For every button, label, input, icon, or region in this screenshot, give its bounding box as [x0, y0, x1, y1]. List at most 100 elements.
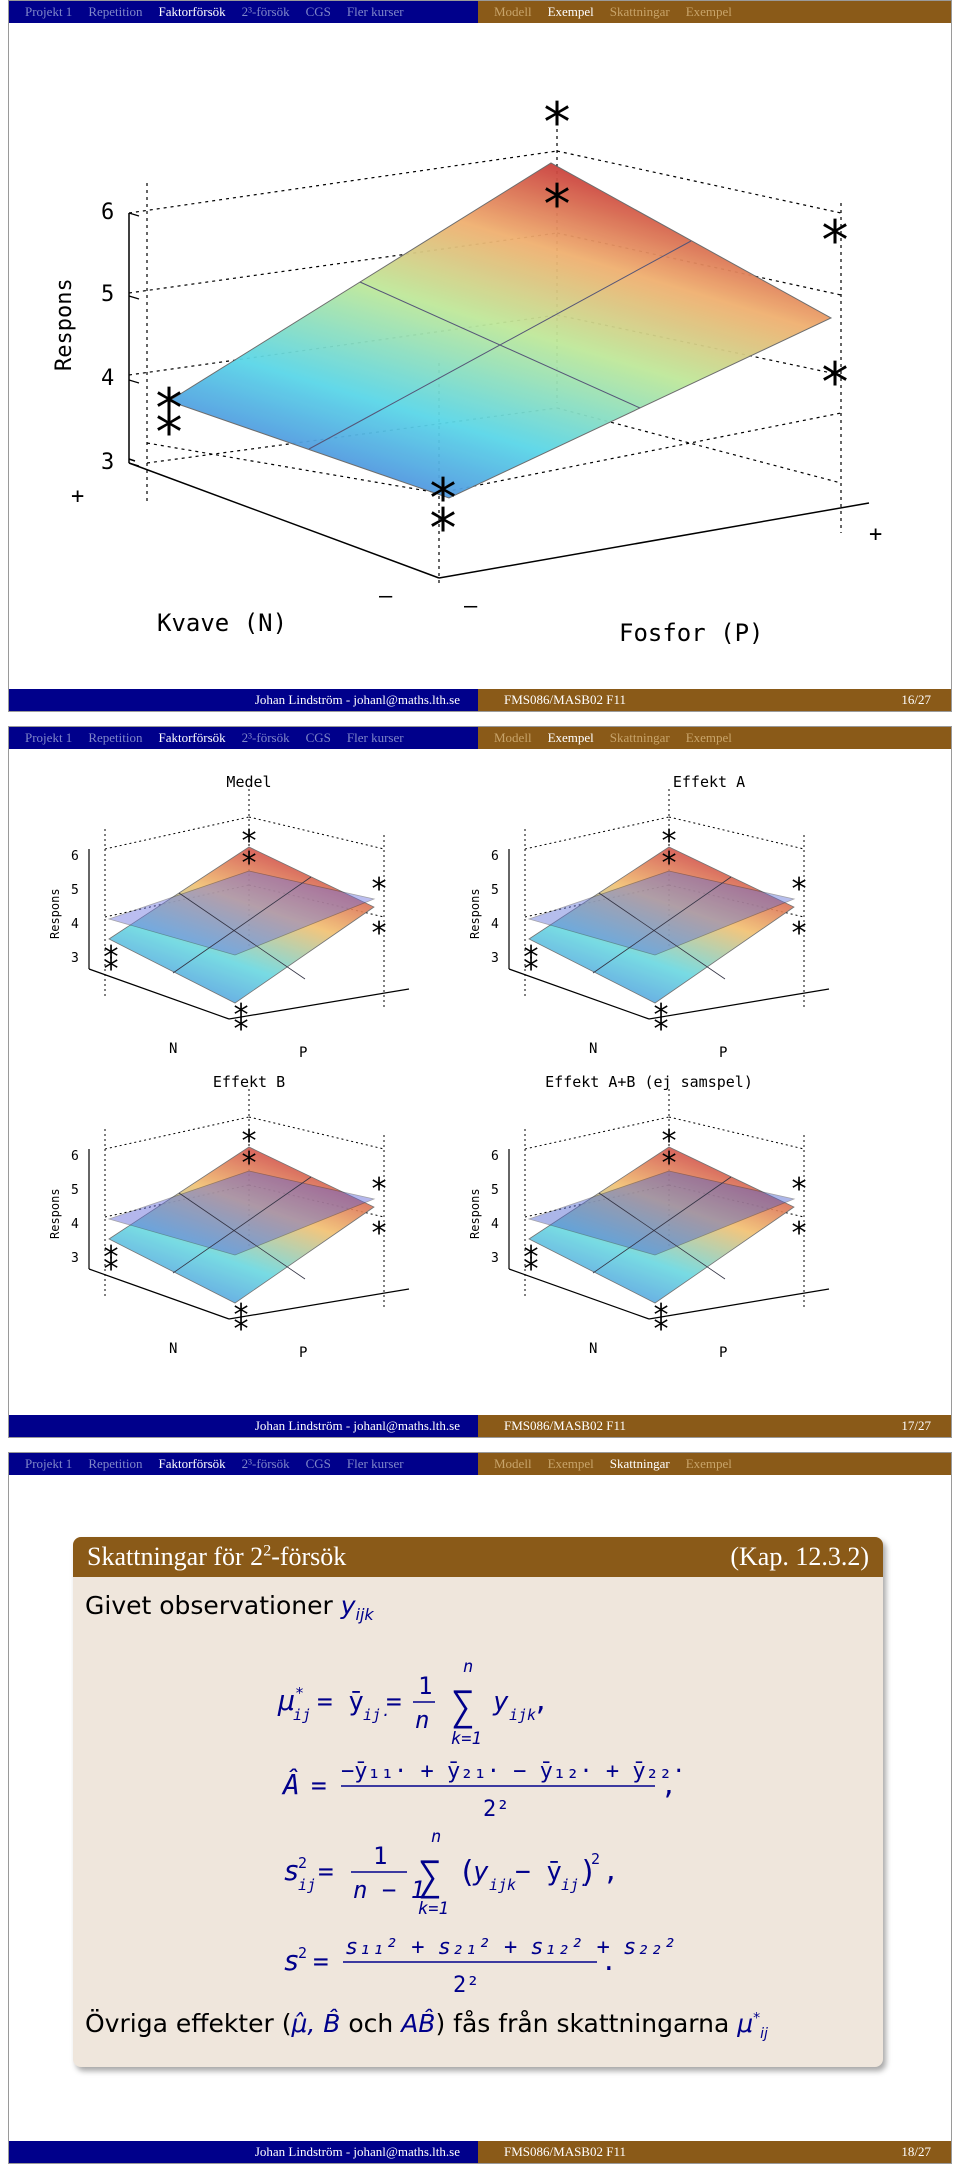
nav-fler-kurser[interactable]: Fler kurser	[346, 1456, 404, 1471]
svg-text:(: (	[458, 1855, 476, 1890]
y-axis-label: Respons	[468, 888, 482, 939]
nav-repetition[interactable]: Repetition	[88, 1456, 143, 1471]
nav-projekt[interactable]: Projekt 1	[25, 730, 73, 745]
p-axis-label: P	[719, 1045, 727, 1061]
svg-text:): )	[579, 1855, 597, 1890]
data-point-marker: *	[522, 1252, 540, 1287]
ytick-4: 4	[101, 366, 114, 391]
data-points: * * * * * * * *	[153, 91, 852, 560]
nav-repetition[interactable]: Repetition	[88, 730, 143, 745]
block-title: Skattningar för 2	[87, 1542, 264, 1571]
nav-cgs[interactable]: CGS	[305, 1456, 331, 1471]
svg-text:.: .	[601, 1947, 617, 1977]
slide-18: Projekt 1 Repetition Faktorförsök 2³-för…	[8, 1452, 952, 2164]
data-point-marker: *	[790, 1216, 808, 1251]
svg-text:=: =	[311, 1771, 327, 1801]
nav-modell[interactable]: Modell	[494, 1456, 532, 1471]
ytick-5: 5	[101, 282, 114, 307]
z-axis-label: Fosfor (P)	[619, 619, 764, 647]
y-axis-label: Respons	[48, 888, 62, 939]
data-point-marker: *	[652, 998, 670, 1033]
panel-title-effekt-a: Effekt A	[673, 773, 745, 791]
nav-exempel-2[interactable]: Exempel	[685, 730, 732, 745]
svg-text:2: 2	[298, 1944, 307, 1962]
svg-text:ijk: ijk	[509, 1706, 536, 1724]
svg-text:∑: ∑	[451, 1684, 475, 1730]
nav-fler-kurser[interactable]: Fler kurser	[346, 4, 404, 19]
nav-projekt[interactable]: Projekt 1	[25, 4, 73, 19]
svg-text:*: *	[153, 377, 186, 440]
p-axis-label: P	[299, 1045, 307, 1061]
svg-text:2: 2	[298, 1854, 307, 1872]
nav-faktorforsok[interactable]: Faktorförsök	[158, 730, 226, 745]
data-point-marker: *	[102, 940, 120, 975]
nav-exempel-2[interactable]: Exempel	[685, 4, 732, 19]
data-point-marker: *	[660, 1146, 678, 1181]
page-number: 17/27	[901, 1418, 931, 1433]
nav-exempel[interactable]: Exempel	[547, 1456, 594, 1471]
svg-text:s₁₁² + s₂₁² + s₁₂² + s₂₂²: s₁₁² + s₂₁² + s₁₂² + s₂₂²	[345, 1935, 676, 1960]
data-point-marker: *	[370, 1216, 388, 1251]
x-axis-label: Kvave (N)	[157, 609, 287, 637]
ytick: 3	[491, 1251, 499, 1266]
svg-text:s: s	[283, 1854, 300, 1887]
footer-author: Johan Lindström - johanl@maths.lth.se	[254, 692, 460, 707]
svg-text:ij: ij	[293, 1706, 311, 1724]
data-point-marker: *	[652, 1298, 670, 1333]
ytick: 3	[491, 951, 499, 966]
footer: Johan Lindström - johanl@maths.lth.se FM…	[9, 2141, 951, 2163]
svg-text:n: n	[463, 1657, 473, 1677]
data-point-marker: *	[660, 846, 678, 881]
ytick: 4	[71, 1217, 79, 1232]
nav-2-3-forsok[interactable]: 2³-försök	[241, 4, 290, 19]
data-point-marker: *	[522, 952, 540, 987]
panel-title-effekt-ab: Effekt A+B (ej samspel)	[545, 1073, 753, 1091]
svg-text:2: 2	[591, 1850, 600, 1868]
svg-text:*: *	[819, 351, 852, 414]
data-point-marker: *	[652, 1012, 670, 1047]
nav-exempel[interactable]: Exempel	[547, 4, 594, 19]
nav-faktorforsok[interactable]: Faktorförsök	[158, 1456, 226, 1471]
footer-course: FMS086/MASB02 F11	[504, 2144, 626, 2159]
nav-cgs[interactable]: CGS	[305, 730, 331, 745]
svg-text:*: *	[819, 209, 852, 272]
nav-skattningar[interactable]: Skattningar	[609, 730, 670, 745]
data-point-marker: *	[660, 1124, 678, 1159]
nav-2-3-forsok[interactable]: 2³-försök	[241, 730, 290, 745]
nav-modell[interactable]: Modell	[494, 730, 532, 745]
nav-skattningar[interactable]: Skattningar	[609, 1456, 670, 1471]
nav-projekt[interactable]: Projekt 1	[25, 1456, 73, 1471]
nav-modell[interactable]: Modell	[494, 4, 532, 19]
nav-fler-kurser[interactable]: Fler kurser	[346, 730, 404, 745]
data-point-marker: *	[790, 872, 808, 907]
nav-exempel-2[interactable]: Exempel	[685, 1456, 732, 1471]
nav-repetition[interactable]: Repetition	[88, 4, 143, 19]
svg-text:=: =	[386, 1687, 402, 1717]
svg-text:*: *	[427, 467, 460, 530]
data-point-marker: *	[652, 1312, 670, 1347]
minus-marker: –	[379, 584, 393, 609]
svg-text:Â: Â	[281, 1767, 300, 1801]
ytick: 3	[71, 951, 79, 966]
ytick: 4	[491, 1217, 499, 1232]
nav-2-3-forsok[interactable]: 2³-försök	[241, 1456, 290, 1471]
n-axis-label: N	[169, 1041, 177, 1057]
nav-cgs[interactable]: CGS	[305, 4, 331, 19]
panel-title-medel: Medel	[226, 773, 271, 791]
nav-bar: Projekt 1 Repetition Faktorförsök 2³-för…	[9, 1453, 951, 1475]
block-header: Skattningar för 22-försök (Kap. 12.3.2)	[73, 1537, 883, 1577]
nav-exempel[interactable]: Exempel	[547, 730, 594, 745]
svg-text:− ȳ: − ȳ	[515, 1857, 562, 1887]
nav-skattningar[interactable]: Skattningar	[609, 4, 670, 19]
ytick: 3	[71, 1251, 79, 1266]
data-point-marker: *	[102, 1240, 120, 1275]
footer-author: Johan Lindström - johanl@maths.lth.se	[254, 1418, 460, 1433]
data-point-marker: *	[102, 952, 120, 987]
nav-faktorforsok[interactable]: Faktorförsök	[158, 4, 226, 19]
ytick: 5	[71, 1183, 79, 1198]
svg-text:2²: 2²	[483, 1797, 510, 1822]
svg-text:n: n	[415, 1706, 429, 1734]
footer-author: Johan Lindström - johanl@maths.lth.se	[254, 2144, 460, 2159]
